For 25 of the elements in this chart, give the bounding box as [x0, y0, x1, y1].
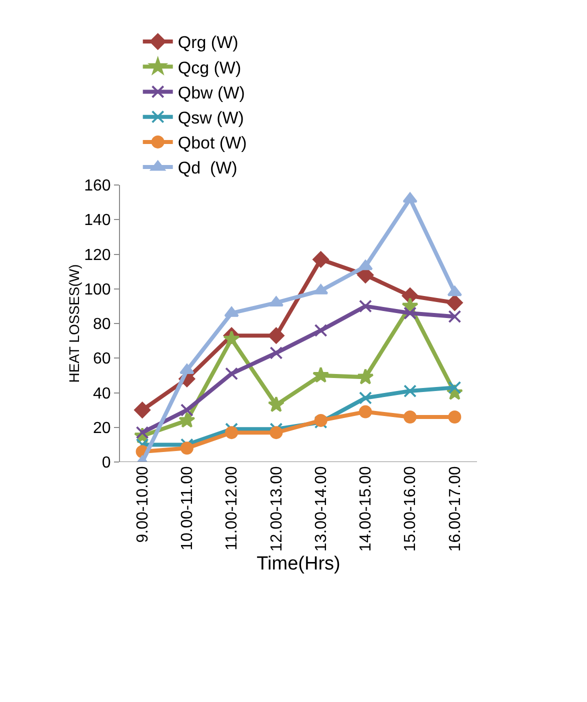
- legend-label: Qsw (W): [178, 108, 244, 128]
- x-tick-label: 15.00-16.00: [402, 466, 420, 552]
- y-tick-label: 100: [84, 281, 111, 298]
- x-tick-label: 12.00-13.00: [268, 466, 286, 552]
- x-tick-label: 9.00-10.00: [134, 466, 152, 543]
- x-tick-label: 11.00-12.00: [224, 466, 241, 550]
- x-tick-label: 10.00-11.00: [179, 466, 196, 550]
- legend-label: Qcg (W): [178, 58, 242, 78]
- y-tick-label: 140: [84, 212, 111, 230]
- y-tick-label: 40: [93, 385, 111, 402]
- y-tick-label: 60: [93, 350, 111, 368]
- legend-label: Qd (W): [178, 158, 238, 178]
- x-axis-title: Time(Hrs): [256, 554, 340, 575]
- legend-label: Qbw (W): [178, 83, 245, 102]
- y-tick-label: 80: [93, 316, 111, 334]
- x-tick-label: 14.00-15.00: [358, 466, 375, 552]
- x-tick-label: 13.00-14.00: [313, 466, 330, 552]
- y-tick-label: 160: [84, 178, 111, 195]
- y-tick-label: 20: [93, 420, 111, 437]
- legend-label: Qrg (W): [178, 33, 238, 52]
- y-tick-label: 0: [102, 454, 111, 472]
- y-axis-title: HEAT LOSSES(W): [66, 264, 82, 383]
- x-tick-label: 16.00-17.00: [446, 466, 464, 552]
- y-tick-label: 120: [84, 246, 111, 264]
- legend-label: Qbot (W): [178, 134, 247, 153]
